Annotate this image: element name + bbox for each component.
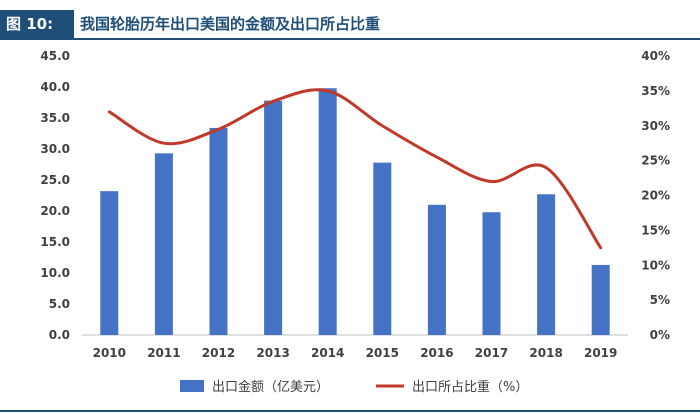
left-axis-tick-label: 45.0 [40,49,70,63]
left-axis-tick-label: 40.0 [40,80,70,94]
bottom-divider [0,410,700,412]
x-axis-tick-label: 2014 [311,346,344,360]
right-axis-tick-label: 35% [641,84,670,98]
bar [427,204,446,335]
x-axis-tick-label: 2011 [147,346,180,360]
right-axis-tick-label: 30% [641,119,670,133]
right-axis-tick-label: 15% [641,223,670,237]
bar-series [100,88,610,336]
bar [482,212,501,335]
bar [318,88,337,336]
right-axis-tick-label: 5% [650,293,670,307]
left-axis-tick-label: 30.0 [40,142,70,156]
bar [373,162,392,335]
left-axis-tick-label: 20.0 [40,204,70,218]
left-axis-tick-label: 10.0 [40,266,70,280]
x-axis-tick-label: 2019 [584,346,617,360]
right-axis-tick-label: 20% [641,189,670,203]
left-axis-tick-label: 15.0 [40,235,70,249]
bar [591,264,610,335]
bar [537,194,556,335]
x-axis-tick-label: 2012 [202,346,235,360]
figure-title: 我国轮胎历年出口美国的金额及出口所占比重 [80,15,381,33]
legend-bar-swatch [180,380,204,392]
left-axis-tick-label: 25.0 [40,173,70,187]
x-axis-tick-label: 2010 [93,346,126,360]
x-axis-tick-label: 2016 [420,346,453,360]
legend-bar-label: 出口金额（亿美元） [212,379,329,395]
left-axis-tick-label: 0.0 [49,328,70,342]
x-axis-tick-label: 2018 [529,346,562,360]
x-axis-tick-label: 2013 [256,346,289,360]
x-axis-tick-label: 2015 [366,346,399,360]
x-axis-tick-label: 2017 [475,346,508,360]
bar [209,127,228,335]
bar [264,100,283,335]
legend-line-label: 出口所占比重（%） [412,379,528,395]
figure-label: 图 10: [0,10,74,38]
right-axis-tick-label: 10% [641,258,670,272]
line-series [107,88,603,250]
legend: 出口金额（亿美元） 出口所占比重（%） [180,379,528,395]
axis-labels: 0.0 5.0 10.0 15.0 20.0 25.0 30.0 35.0 40.0 45.0 0%… [40,49,670,360]
left-axis-tick-label: 5.0 [49,297,70,311]
right-axis-tick-label: 25% [641,154,670,168]
right-axis-tick-label: 0% [650,328,670,342]
figure-title-bar: 图 10: 我国轮胎历年出口美国的金额及出口所占比重 [0,10,700,40]
share-line [107,88,603,250]
bar [154,153,173,335]
left-axis-tick-label: 35.0 [40,111,70,125]
bar [100,191,119,335]
right-axis-tick-label: 40% [641,49,670,63]
